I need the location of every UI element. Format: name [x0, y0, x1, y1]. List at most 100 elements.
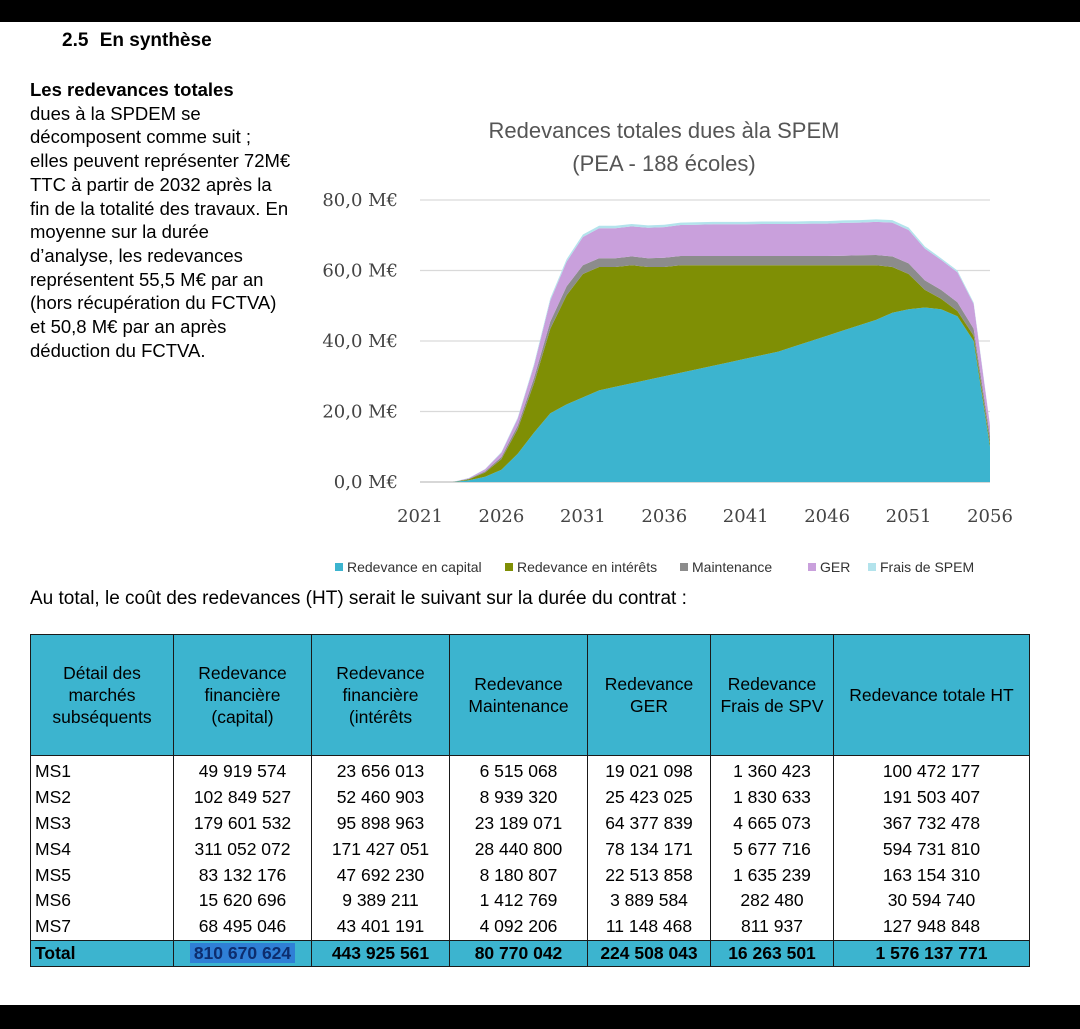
- legend-label: Maintenance: [692, 559, 772, 575]
- row-label: MS2: [30, 784, 174, 811]
- legend-swatch: [505, 563, 513, 571]
- table-cell: 1 830 633: [710, 784, 834, 811]
- header-frais-spv: Redevance Frais de SPV: [710, 634, 834, 756]
- chart-title-line-1: Redevances totales dues àla SPEM: [489, 118, 840, 143]
- table-cell: 23 656 013: [311, 755, 450, 785]
- table-cell: 171 427 051: [311, 836, 450, 863]
- x-tick-label: 2051: [886, 506, 932, 527]
- section-number: 2.5: [62, 30, 89, 51]
- table-cell: 78 134 171: [587, 836, 711, 863]
- table-cell: 594 731 810: [833, 836, 1030, 863]
- table-cell: 8 939 320: [449, 784, 588, 811]
- table-cell: 47 692 230: [311, 862, 450, 888]
- total-cell: 16 263 501: [710, 939, 834, 968]
- table-cell: 1 635 239: [710, 862, 834, 888]
- table-cell: 102 849 527: [173, 784, 312, 811]
- table-cell: 8 180 807: [449, 862, 588, 888]
- row-label: MS5: [30, 862, 174, 888]
- table-cell: 11 148 468: [587, 913, 711, 941]
- intro-bold: Les redevances totales: [30, 79, 234, 100]
- row-label: MS7: [30, 913, 174, 941]
- table-cell: 9 389 211: [311, 887, 450, 914]
- table-cell: 64 377 839: [587, 810, 711, 837]
- table-cell: 191 503 407: [833, 784, 1030, 811]
- header-capital: Redevance financière (capital): [173, 634, 312, 756]
- table-cell: 95 898 963: [311, 810, 450, 837]
- table-cell: 282 480: [710, 887, 834, 914]
- table-cell: 19 021 098: [587, 755, 711, 785]
- table-cell: 127 948 848: [833, 913, 1030, 941]
- table-cell: 4 092 206: [449, 913, 588, 941]
- redevances-area-chart: Redevances totales dues àla SPEM (PEA - …: [322, 118, 1013, 575]
- summary-sentence: Au total, le coût des redevances (HT) se…: [30, 588, 687, 609]
- row-label: MS6: [30, 887, 174, 914]
- table-cell: 1 412 769: [449, 887, 588, 914]
- table-cell: 43 401 191: [311, 913, 450, 941]
- table-cell: 30 594 740: [833, 887, 1030, 914]
- table-cell: 49 919 574: [173, 755, 312, 785]
- table-row: MS3 179 601 532 95 898 963 23 189 071 64 377…: [30, 810, 1030, 837]
- table-row: MS7 68 495 046 43 401 191 4 092 206 11 148 4…: [30, 913, 1030, 941]
- chart-legend: Redevance en capital Redevance en intérêt…: [335, 559, 974, 575]
- legend-swatch: [808, 563, 816, 571]
- table-cell: 52 460 903: [311, 784, 450, 811]
- header-ger: Redevance GER: [587, 634, 711, 756]
- total-cell: 1 576 137 771: [833, 939, 1030, 968]
- y-tick-label: 20,0 M€: [322, 402, 398, 423]
- table-row: MS6 15 620 696 9 389 211 1 412 769 3 889 584…: [30, 887, 1030, 914]
- area-series-1: [436, 265, 990, 482]
- total-cell: 80 770 042: [449, 939, 588, 968]
- y-tick-label: 80,0 M€: [322, 190, 398, 211]
- legend-swatch: [680, 563, 688, 571]
- table-row: MS2 102 849 527 52 460 903 8 939 320 25 423 …: [30, 784, 1030, 811]
- table-cell: 83 132 176: [173, 862, 312, 888]
- total-cell: 224 508 043: [587, 939, 711, 968]
- table-cell: 22 513 858: [587, 862, 711, 888]
- header-total-ht: Redevance totale HT: [833, 634, 1030, 756]
- table-cell: 23 189 071: [449, 810, 588, 837]
- document-page: 2.5 En synthèse Les redevances totales d…: [0, 22, 1080, 1005]
- header-detail: Détail des marchés subséquents: [30, 634, 174, 756]
- chart-y-axis: 0,0 M€ 20,0 M€ 40,0 M€ 60,0 M€ 80,0 M€: [322, 190, 398, 493]
- header-interets: Redevance financière (intérêts: [311, 634, 450, 756]
- highlighted-value: 810 670 624: [189, 942, 296, 963]
- area-series-0: [436, 307, 990, 482]
- chart-areas: [436, 219, 990, 482]
- intro-paragraph: Les redevances totales dues à la SPDEM s…: [30, 78, 292, 362]
- table-cell: 811 937: [710, 913, 834, 941]
- x-tick-label: 2041: [723, 506, 769, 527]
- table-cell: 3 889 584: [587, 887, 711, 914]
- legend-label: Frais de SPEM: [880, 559, 974, 575]
- x-tick-label: 2056: [967, 506, 1013, 527]
- chart-x-axis: 2021 2026 2031 2036 2041 2046 2051 2056: [397, 506, 1013, 527]
- table-cell: 68 495 046: [173, 913, 312, 941]
- header-maintenance: Redevance Maintenance: [449, 634, 588, 756]
- y-tick-label: 40,0 M€: [322, 331, 398, 352]
- legend-swatch: [868, 563, 876, 571]
- legend-label: Redevance en intérêts: [517, 559, 657, 575]
- x-tick-label: 2036: [641, 506, 687, 527]
- table-cell: 367 732 478: [833, 810, 1030, 837]
- table-body: MS1 49 919 574 23 656 013 6 515 068 19 021 0…: [30, 755, 1030, 968]
- table-cell: 1 360 423: [710, 755, 834, 785]
- table-total-row: Total 810 670 624 443 925 561 80 770 042 224…: [30, 939, 1030, 968]
- table-cell: 4 665 073: [710, 810, 834, 837]
- table-row: MS1 49 919 574 23 656 013 6 515 068 19 021 0…: [30, 755, 1030, 785]
- y-tick-label: 0,0 M€: [334, 472, 398, 493]
- table-cell: 5 677 716: [710, 836, 834, 863]
- table-cell: 25 423 025: [587, 784, 711, 811]
- total-cell: 443 925 561: [311, 939, 450, 968]
- legend-label: GER: [820, 559, 850, 575]
- table-cell: 311 052 072: [173, 836, 312, 863]
- table-cell: 100 472 177: [833, 755, 1030, 785]
- row-label: MS1: [30, 755, 174, 785]
- table-cell: 6 515 068: [449, 755, 588, 785]
- x-tick-label: 2031: [560, 506, 606, 527]
- row-label: MS4: [30, 836, 174, 863]
- row-label: MS3: [30, 810, 174, 837]
- section-heading: 2.5 En synthèse: [62, 30, 212, 52]
- table-cell: 28 440 800: [449, 836, 588, 863]
- table-row: MS4 311 052 072 171 427 051 28 440 800 78 13…: [30, 836, 1030, 863]
- table-cell: 15 620 696: [173, 887, 312, 914]
- intro-text: dues à la SPDEM se décomposent comme sui…: [30, 102, 291, 361]
